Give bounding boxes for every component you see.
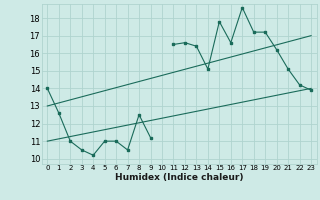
X-axis label: Humidex (Indice chaleur): Humidex (Indice chaleur) (115, 173, 244, 182)
